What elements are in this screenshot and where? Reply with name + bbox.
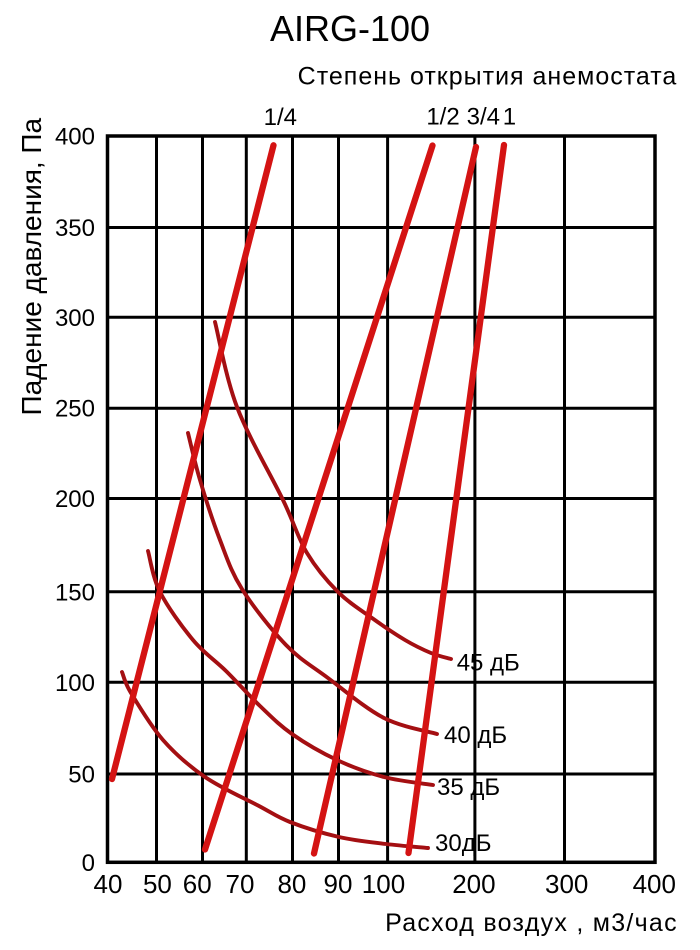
- svg-text:50: 50: [143, 869, 172, 899]
- svg-text:0: 0: [82, 850, 95, 877]
- svg-text:AIRG-100: AIRG-100: [270, 8, 430, 49]
- svg-text:300: 300: [545, 869, 588, 899]
- svg-text:80: 80: [277, 869, 306, 899]
- svg-text:400: 400: [633, 869, 676, 899]
- svg-text:30дБ: 30дБ: [435, 830, 491, 857]
- svg-text:Падение давления, Па: Падение давления, Па: [16, 117, 47, 415]
- svg-text:60: 60: [183, 869, 212, 899]
- svg-text:150: 150: [55, 579, 95, 606]
- svg-text:90: 90: [324, 869, 353, 899]
- svg-text:3/4: 3/4: [467, 104, 500, 131]
- svg-text:200: 200: [452, 869, 495, 899]
- svg-text:300: 300: [55, 305, 95, 332]
- svg-text:35 дБ: 35 дБ: [437, 774, 500, 801]
- svg-text:200: 200: [55, 486, 95, 513]
- svg-text:350: 350: [55, 215, 95, 242]
- svg-text:1/2: 1/2: [426, 104, 459, 131]
- svg-text:100: 100: [362, 869, 405, 899]
- svg-text:400: 400: [55, 124, 95, 151]
- svg-text:1/4: 1/4: [264, 104, 297, 131]
- svg-text:250: 250: [55, 396, 95, 423]
- svg-text:70: 70: [226, 869, 255, 899]
- svg-text:Расход воздух , м3/час: Расход воздух , м3/час: [385, 909, 678, 937]
- svg-text:45 дБ: 45 дБ: [457, 650, 520, 677]
- svg-text:40: 40: [94, 869, 123, 899]
- svg-text:50: 50: [68, 762, 95, 789]
- svg-text:1: 1: [503, 104, 516, 131]
- svg-text:100: 100: [55, 670, 95, 697]
- svg-text:40 дБ: 40 дБ: [444, 722, 507, 749]
- svg-text:Степень открытия анемостата: Степень открытия анемостата: [298, 63, 678, 91]
